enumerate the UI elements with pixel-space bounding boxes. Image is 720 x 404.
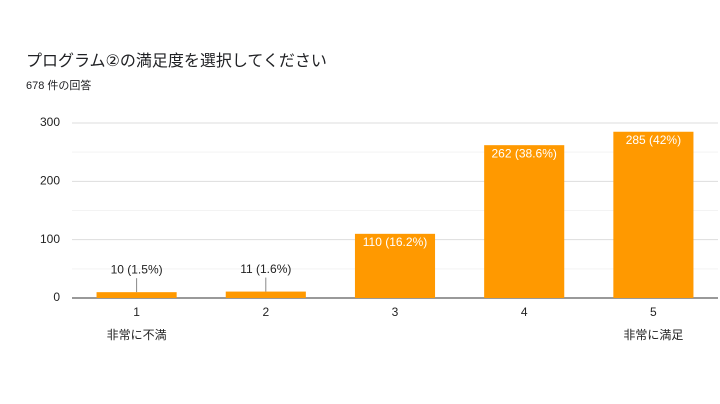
x-tick-label: 2	[262, 305, 269, 319]
value-label: 11 (1.6%)	[240, 262, 291, 276]
x-tick-label: 5	[650, 305, 657, 319]
value-label: 262 (38.6%)	[492, 146, 557, 160]
scale-end-label: 非常に不満	[107, 328, 167, 342]
y-tick-label: 0	[53, 290, 60, 304]
value-label: 285 (42%)	[626, 133, 681, 147]
bar	[484, 145, 565, 298]
bar	[354, 233, 436, 298]
x-tick-label: 4	[521, 305, 528, 319]
x-tick-label: 1	[133, 305, 140, 319]
x-tick-label: 3	[392, 305, 399, 319]
y-tick-label: 200	[40, 174, 60, 188]
chart-title: プログラム②の満足度を選択してください	[26, 52, 327, 70]
bar	[96, 292, 177, 298]
value-label: 110 (16.2%)	[363, 235, 427, 249]
y-tick-label: 300	[40, 115, 60, 129]
value-label: 10 (1.5%)	[111, 262, 163, 276]
scale-end-label: 非常に満足	[623, 328, 683, 342]
bar	[225, 291, 306, 298]
chart-subtitle: 678 件の回答	[26, 78, 91, 92]
y-tick-label: 100	[40, 232, 60, 246]
bar	[613, 131, 694, 298]
